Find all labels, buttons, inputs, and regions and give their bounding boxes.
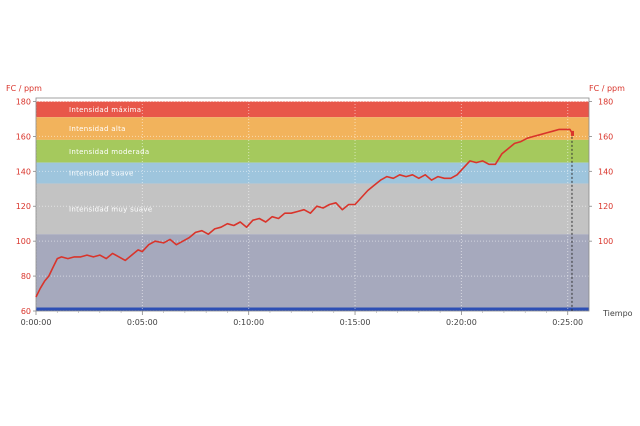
x-tick-label-2: 0:10:00 <box>233 318 264 327</box>
zone-band-1 <box>36 117 589 140</box>
zone-label-3: Intensidad suave <box>69 170 134 178</box>
x-tick-label-1: 0:05:00 <box>127 318 158 327</box>
zone-band-2 <box>36 139 589 163</box>
grid-lines <box>35 97 590 312</box>
zone-band-0 <box>36 101 589 118</box>
x-axis: 0:00:00 0:05:00 0:10:00 0:15:00 0:20:00 0:25:… <box>21 311 583 327</box>
zone-band-5 <box>36 234 589 308</box>
y-axis-left: 60 80 100 120 140 160 180 <box>16 97 36 316</box>
x-axis-title: Tiempo <box>602 309 633 318</box>
heart-rate-series-line <box>35 128 573 298</box>
y-left-tick-label-4: 140 <box>16 167 31 176</box>
y-right-tick-label-2: 140 <box>598 167 613 176</box>
zone-label-1: Intensidad alta <box>69 125 126 133</box>
zone-band-4 <box>36 183 589 235</box>
y-right-tick-label-4: 180 <box>598 97 613 106</box>
y-axis-right: 100 120 140 160 180 <box>589 97 613 246</box>
zone-label-4: Intensidad muy suave <box>69 205 152 213</box>
y-right-tick-label-3: 160 <box>598 132 613 141</box>
time-marker-handle[interactable] <box>570 130 574 136</box>
y-left-tick-label-3: 120 <box>16 202 31 211</box>
x-tick-label-5: 0:25:00 <box>552 318 583 327</box>
zone-label-0: Intensidad máxima <box>69 106 141 114</box>
y-left-tick-label-5: 160 <box>16 132 31 141</box>
zone-labels: Intensidad máxima Intensidad alta Intensid… <box>69 106 152 214</box>
baseline-band <box>36 307 589 311</box>
y-left-tick-label-2: 100 <box>16 237 31 246</box>
y-axis-title-right: FC / ppm <box>589 84 625 93</box>
x-tick-label-3: 0:15:00 <box>340 318 371 327</box>
y-left-tick-label-1: 80 <box>21 272 31 281</box>
x-tick-label-0: 0:00:00 <box>21 318 52 327</box>
zone-label-2: Intensidad moderada <box>69 148 149 156</box>
y-right-tick-label-0: 100 <box>598 237 613 246</box>
y-left-tick-label-0: 60 <box>21 307 31 316</box>
y-right-tick-label-1: 120 <box>598 202 613 211</box>
y-axis-title-left: FC / ppm <box>6 84 42 93</box>
y-left-tick-label-6: 180 <box>16 97 31 106</box>
intensity-zones <box>36 101 589 311</box>
x-tick-label-4: 0:20:00 <box>446 318 477 327</box>
